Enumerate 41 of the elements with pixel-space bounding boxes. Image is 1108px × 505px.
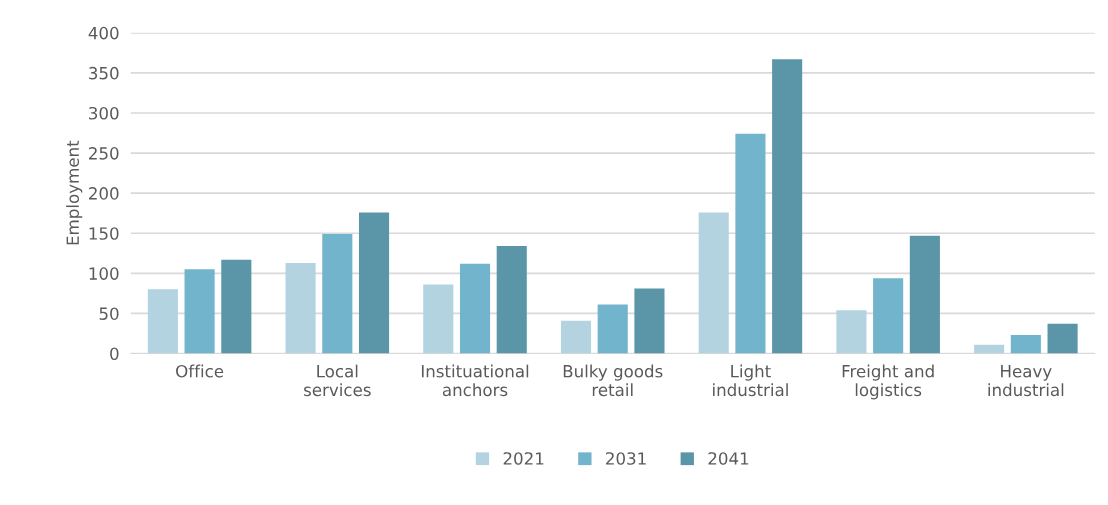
bar [597,304,628,354]
bar [836,310,867,354]
bar [184,269,215,354]
y-tick-label: 400 [88,26,119,40]
bar [735,133,766,354]
x-tick-label: Instituational anchors [421,364,529,397]
x-tick-label: Heavy industrial [988,365,1064,397]
bar [1047,323,1078,354]
legend-label: 2041 [708,452,749,465]
bar [221,259,252,354]
y-axis-title: Employment [66,140,83,245]
x-tick-label: Bulky goods retail [563,364,663,397]
x-tick-label: Office [176,364,224,378]
x-tick-label: Freight and logistics [842,364,934,400]
bar [873,278,904,354]
bar [496,246,527,354]
bar [560,320,592,354]
y-tick-label: 100 [89,267,119,280]
y-tick-label: 350 [89,66,119,80]
bar [1010,335,1041,354]
bar [285,262,316,354]
y-tick-label: 200 [89,187,119,200]
bar [634,288,665,354]
bar [358,212,390,354]
bar [909,235,940,354]
legend-label: 2021 [503,452,544,465]
y-tick-label: 250 [89,147,119,160]
bar [459,263,491,354]
bar [698,212,729,354]
bar [772,59,803,354]
y-tick-label: 150 [89,227,119,240]
y-tick-label: 50 [99,307,119,320]
bar [423,284,454,354]
bar [974,344,1005,354]
bar [147,289,178,354]
y-tick-label: 0 [110,347,119,361]
x-tick-label: Light industrial [713,364,788,397]
y-tick-label: 300 [89,106,119,120]
bar [322,234,353,354]
legend-label: 2031 [606,452,646,465]
x-tick-label: Local services [304,364,371,397]
